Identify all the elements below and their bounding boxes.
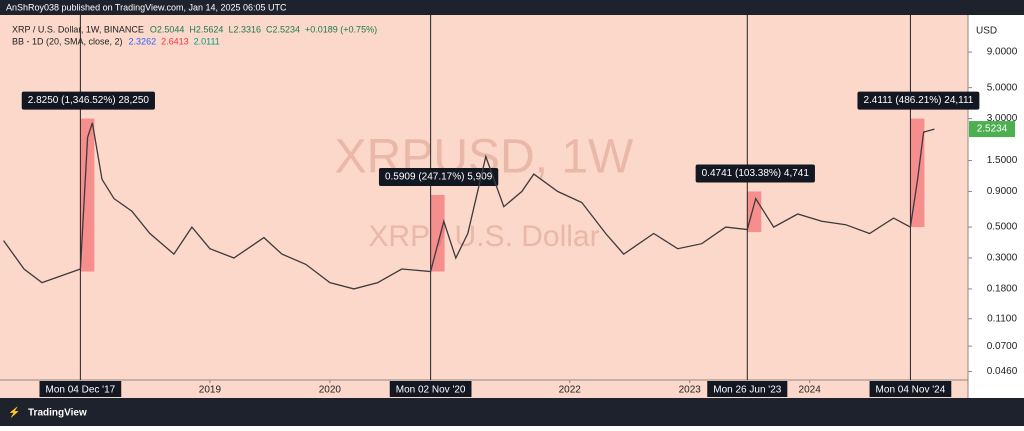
y-tick-label: 0.9000 <box>987 186 1018 197</box>
note-box <box>21 91 155 110</box>
x-label-box <box>707 381 788 397</box>
y-tick-label: 0.0700 <box>987 341 1018 352</box>
last-price: 2.5234 <box>977 124 1008 135</box>
currency: USD <box>976 26 997 37</box>
ohlc-value: O2.5044 <box>150 24 185 34</box>
y-tick-label: 0.0460 <box>987 366 1018 377</box>
y-tick-label: 9.0000 <box>987 47 1018 58</box>
published: AnShRoy038 published on TradingView.com,… <box>6 2 287 12</box>
y-tick-label: 0.5000 <box>987 222 1018 233</box>
indicator-value: 2.3262 <box>129 36 157 46</box>
y-tick-label: 3.0000 <box>987 113 1018 124</box>
range-box <box>80 118 95 272</box>
ohlc-value: H2.5624 <box>189 24 223 34</box>
y-tick-label: 1.5000 <box>987 155 1018 166</box>
x-label-text: Mon 26 Jun '23 <box>713 385 782 396</box>
note-box <box>378 167 499 186</box>
x-label-box <box>389 381 472 397</box>
x-tick-label: 2023 <box>679 385 702 396</box>
note-box <box>695 164 815 183</box>
ohlc-value: L2.3316 <box>228 24 261 34</box>
x-label: Mon 04 Nov '24 <box>869 381 952 397</box>
x-tick-label: 2019 <box>199 385 222 396</box>
x-label-text: Mon 04 Nov '24 <box>876 385 946 396</box>
ohlc-value: C2.5234 <box>266 24 300 34</box>
x-label: Mon 04 Dec '17 <box>39 381 122 397</box>
note-text: 2.4111 (486.21%) 24,111 <box>863 95 973 106</box>
brand: TradingView <box>28 408 87 419</box>
indicator-value: 2.6413 <box>161 36 189 46</box>
indicator-value: 2.0111 <box>194 36 220 46</box>
legend-title: XRP / U.S. Dollar, 1W, BINANCE <box>12 24 144 34</box>
note-box <box>857 91 980 110</box>
x-tick-label: 2022 <box>559 385 582 396</box>
ohlc-value: +0.0189 (+0.75%) <box>305 24 377 34</box>
y-tick-label: 0.1100 <box>987 313 1017 324</box>
range-box <box>747 191 762 233</box>
logo: ⚡ <box>8 406 20 419</box>
y-tick-label: 5.0000 <box>987 82 1018 93</box>
price-axis <box>968 15 1024 398</box>
x-label: Mon 26 Jun '23 <box>707 381 788 397</box>
footer <box>0 398 1024 426</box>
y-tick-label: 0.3000 <box>987 253 1018 264</box>
note-text: 0.5909 (247.17%) 5,909 <box>385 172 493 183</box>
x-label-text: Mon 02 Nov '20 <box>396 385 466 396</box>
note-text: 2.8250 (1,346.52%) 28,250 <box>28 95 150 106</box>
price-line <box>3 122 935 290</box>
last-price-box <box>969 121 1015 138</box>
x-label: Mon 02 Nov '20 <box>389 381 472 397</box>
note-text: 0.4741 (103.38%) 4,741 <box>702 168 810 179</box>
x-tick-label: 2024 <box>799 385 822 396</box>
top-bar <box>0 0 1024 15</box>
x-label-text: Mon 04 Dec '17 <box>45 385 115 396</box>
range-box <box>430 194 445 272</box>
x-tick-label: 2020 <box>319 385 342 396</box>
x-label-box <box>39 381 122 397</box>
y-tick-label: 0.1800 <box>987 284 1018 295</box>
indicator: BB - 1D (20, SMA, close, 2) <box>12 36 123 46</box>
x-label-box <box>869 381 952 397</box>
watermark-sub: XRP / U.S. Dollar <box>368 220 599 253</box>
